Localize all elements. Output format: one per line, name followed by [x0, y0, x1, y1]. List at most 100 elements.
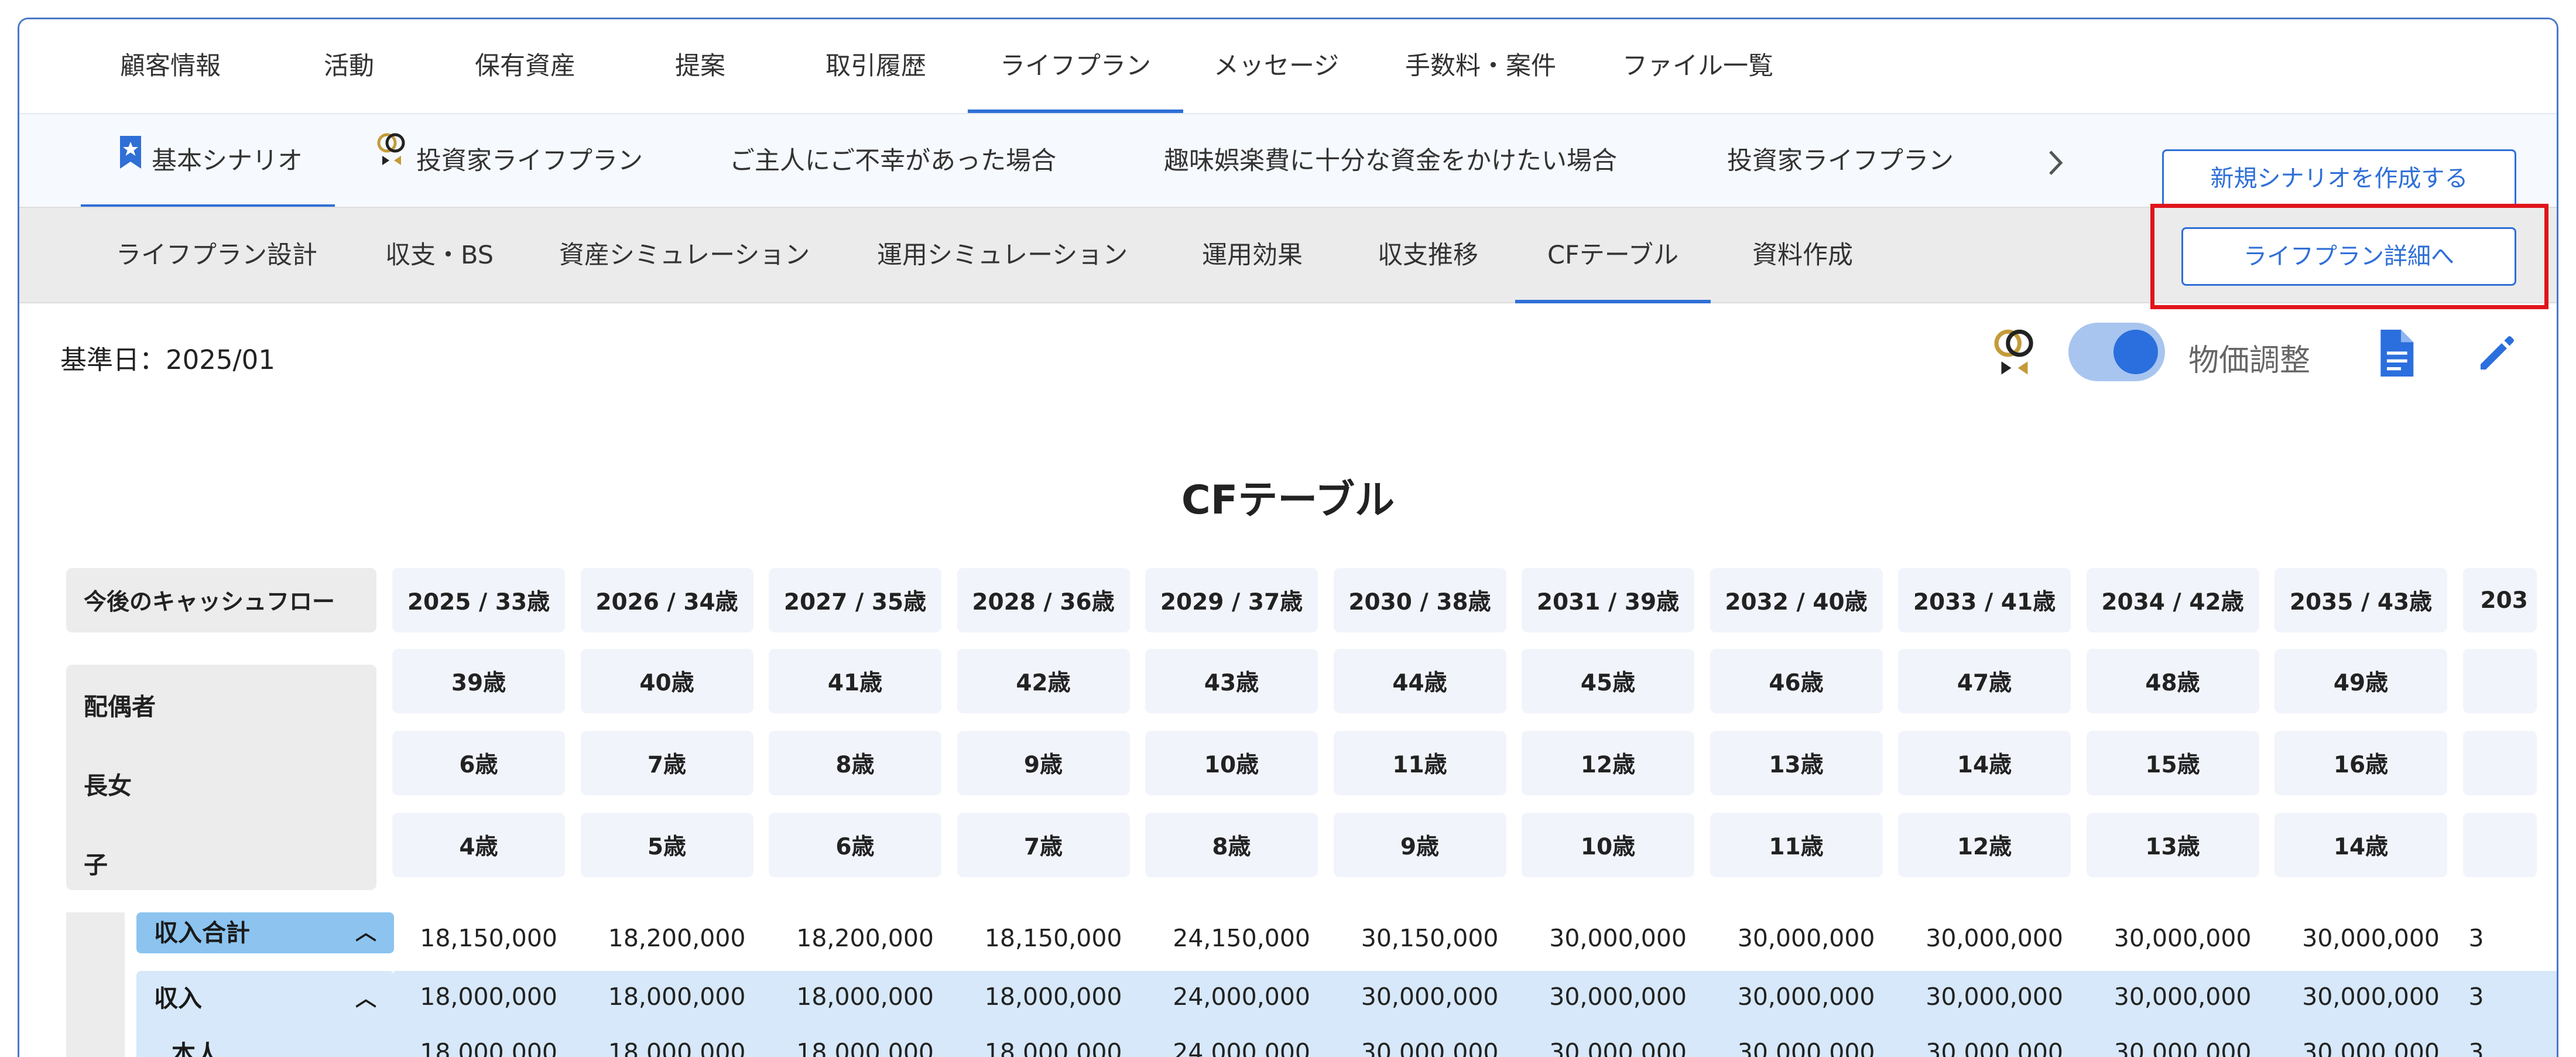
scenario-tab-label: 投資家ライフプラン: [416, 146, 643, 176]
year-header-cell: 2026 / 34歳: [580, 568, 753, 632]
income-total-cell: 30,000,000: [2302, 924, 2440, 952]
age-cell: 13歳: [2086, 813, 2259, 877]
income-total-cell: 18,200,000: [608, 924, 746, 952]
scenario-tab-investor-2[interactable]: 投資家ライフプラン: [1727, 146, 1954, 176]
subtab-investment-simulation[interactable]: 運用シミュレーション: [877, 241, 1128, 270]
chevron-right-icon: [2049, 150, 2063, 175]
scenario-next-arrow[interactable]: [2047, 114, 2064, 208]
tab-fees-cases[interactable]: 手数料・案件: [1405, 52, 1556, 81]
income-toggle[interactable]: 収入 ︿: [136, 971, 394, 1027]
lifeplan-detail-button[interactable]: ライフプラン詳細へ: [2181, 227, 2516, 286]
subtab-materials[interactable]: 資料作成: [1752, 241, 1853, 270]
document-icon[interactable]: [2378, 330, 2415, 379]
year-header-cell: 2028 / 36歳: [957, 568, 1130, 632]
age-cell: 44歳: [1333, 649, 1506, 713]
scenario-tab-husband-misfortune[interactable]: ご主人にご不幸があった場合: [729, 146, 1057, 176]
self-income-cell: 18,000,000: [420, 1038, 557, 1057]
age-cell: 11歳: [1710, 813, 1883, 877]
tab-proposal[interactable]: 提案: [675, 52, 725, 81]
base-date: 基準日：2025/01: [60, 344, 275, 375]
income-total-cell: 18,150,000: [420, 924, 557, 952]
subtab-income-bs[interactable]: 収支・BS: [385, 241, 494, 270]
income-total-cell: 30,000,000: [1549, 924, 1687, 952]
category-side-block: [66, 912, 125, 1057]
age-cell: 8歳: [769, 731, 941, 795]
sub-navigation: ライフプラン設計 収支・BS 資産シミュレーション 運用シミュレーション 運用効…: [19, 207, 2557, 303]
member-label-spouse: 配偶者: [84, 693, 156, 721]
member-label-column: [66, 665, 376, 890]
tab-lifeplan[interactable]: ライフプラン: [968, 19, 1183, 113]
price-adjust-toggle[interactable]: [2068, 323, 2165, 381]
income-cell: 30,000,000: [1926, 983, 2063, 1011]
age-cell: 16歳: [2274, 731, 2447, 795]
year-header-cell: 2035 / 43歳: [2274, 568, 2447, 632]
income-cell: 3: [2468, 983, 2484, 1011]
income-rows-band: [394, 971, 2557, 1057]
bookmark-star-icon: [119, 114, 142, 207]
subtab-balance-trend[interactable]: 収支推移: [1378, 241, 1478, 270]
tab-file-list[interactable]: ファイル一覧: [1622, 52, 1773, 81]
income-label: 収入: [154, 984, 202, 1012]
income-total-toggle[interactable]: 収入合計 ︿: [136, 912, 394, 953]
year-header-cell: 2032 / 40歳: [1710, 568, 1883, 632]
table-header-label: 今後のキャッシュフロー: [66, 568, 376, 632]
age-cell: 9歳: [957, 731, 1130, 795]
income-cell: 18,000,000: [796, 983, 934, 1011]
income-total-cell: 30,150,000: [1361, 924, 1499, 952]
income-cell: 18,000,000: [420, 983, 557, 1011]
income-cell: 30,000,000: [1361, 983, 1499, 1011]
tab-assets[interactable]: 保有資産: [475, 52, 576, 81]
income-cell: 30,000,000: [2302, 983, 2440, 1011]
income-total-cell: 30,000,000: [2113, 924, 2252, 952]
income-total-cell: 18,150,000: [984, 924, 1122, 952]
tab-activity[interactable]: 活動: [324, 52, 374, 81]
self-income-cell: 18,000,000: [796, 1038, 934, 1057]
chevron-up-icon: ︿: [355, 987, 376, 1011]
age-cell: [2462, 813, 2537, 877]
scenario-tab-basic[interactable]: 基本シナリオ: [81, 114, 335, 208]
chevron-up-icon: ︿: [355, 921, 376, 945]
age-cell: 7歳: [580, 731, 753, 795]
age-cell: [2462, 649, 2537, 713]
tab-customer-info[interactable]: 顧客情報: [120, 52, 221, 81]
subtab-cf-table[interactable]: CFテーブル: [1515, 208, 1711, 303]
age-cell: 12歳: [1522, 731, 1694, 795]
year-header-cell: 2025 / 33歳: [392, 568, 565, 632]
self-income-cell: 30,000,000: [2113, 1038, 2252, 1057]
income-total-cell: 18,200,000: [796, 924, 934, 952]
scenario-tab-hobby-funds[interactable]: 趣味娯楽費に十分な資金をかけたい場合: [1164, 146, 1617, 176]
investor-rings-icon[interactable]: [1991, 327, 2038, 382]
member-label-child: 子: [84, 851, 108, 879]
subtab-asset-simulation[interactable]: 資産シミュレーション: [559, 241, 810, 270]
age-cell: 6歳: [392, 731, 565, 795]
price-adjust-label: 物価調整: [2188, 343, 2311, 378]
income-cell: 18,000,000: [984, 983, 1122, 1011]
tab-messages[interactable]: メッセージ: [1214, 52, 1340, 81]
age-cell: 45歳: [1522, 649, 1694, 713]
tab-transaction-history[interactable]: 取引履歴: [825, 52, 926, 81]
age-cell: 42歳: [957, 649, 1130, 713]
age-cell: 5歳: [580, 813, 753, 877]
income-total-label: 収入合計: [154, 919, 250, 947]
scenario-bar: 基本シナリオ 投資家ライフプラン ご主人にご不幸があった場合 趣味娯楽費に十分な…: [19, 113, 2557, 208]
edit-pencil-icon[interactable]: [2475, 333, 2517, 377]
age-cell: 14歳: [1898, 731, 2071, 795]
year-header-cell: 2029 / 37歳: [1145, 568, 1318, 632]
income-total-cell: 30,000,000: [1737, 924, 1875, 952]
scenario-tab-investor[interactable]: 投資家ライフプラン: [376, 114, 643, 208]
year-header-cell: 2033 / 41歳: [1898, 568, 2071, 632]
year-header-cell: 2034 / 42歳: [2086, 568, 2259, 632]
age-cell: 6歳: [769, 813, 941, 877]
income-cell: 30,000,000: [1737, 983, 1875, 1011]
subtab-investment-effect[interactable]: 運用効果: [1202, 241, 1303, 270]
age-cell: 10歳: [1145, 731, 1318, 795]
age-cell: 47歳: [1898, 649, 2071, 713]
subtab-lifeplan-design[interactable]: ライフプラン設計: [116, 241, 317, 270]
self-income-cell: 30,000,000: [1926, 1038, 2063, 1057]
year-header-cell: 2031 / 39歳: [1522, 568, 1694, 632]
income-cell: 24,000,000: [1173, 983, 1310, 1011]
age-cell: 12歳: [1898, 813, 2071, 877]
new-scenario-button[interactable]: 新規シナリオを作成する: [2162, 149, 2516, 208]
self-income-label: 本人: [136, 1027, 394, 1057]
year-header-cell: 2027 / 35歳: [769, 568, 941, 632]
